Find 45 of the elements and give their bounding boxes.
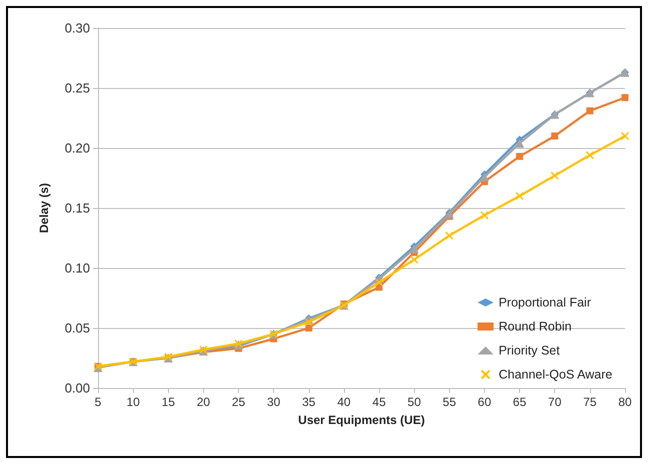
x-tick-label: 80	[618, 395, 632, 409]
point	[551, 132, 558, 140]
x-tick-label: 25	[232, 395, 246, 409]
y-tick-label: 0.20	[64, 140, 90, 156]
legend-label: Round Robin	[498, 320, 572, 334]
y-tick-label: 0.00	[64, 380, 90, 396]
x-tick-label: 70	[548, 395, 562, 409]
x-tick-label: 65	[512, 395, 527, 409]
x-tick-label: 40	[337, 395, 351, 409]
point	[374, 278, 384, 287]
y-tick-label: 0.25	[64, 80, 90, 96]
point	[410, 244, 419, 254]
x-tick-label: 35	[302, 395, 316, 409]
point	[586, 107, 594, 114]
x-tick-label: 30	[266, 395, 281, 409]
x-axis-title: User Equipments (UE)	[298, 413, 425, 427]
x-tick-label: 55	[442, 395, 456, 409]
x-tick-label: 20	[196, 395, 210, 409]
x-tick-label: 15	[162, 395, 176, 409]
y-tick-label: 0.10	[64, 260, 90, 276]
y-axis-title: Delay (s)	[37, 182, 51, 234]
point	[304, 318, 314, 326]
point	[622, 94, 628, 102]
point	[516, 152, 524, 160]
point	[586, 150, 594, 160]
point	[515, 138, 524, 148]
point	[410, 255, 418, 264]
legend-label: Proportional Fair	[498, 296, 591, 310]
legend-label: Channel-QoS Aware	[498, 368, 612, 382]
point	[620, 132, 630, 140]
y-tick-label: 0.15	[64, 200, 90, 216]
x-tick-label: 5	[94, 395, 102, 409]
point	[445, 231, 454, 240]
point	[550, 171, 559, 180]
y-tick-label: 0.30	[64, 20, 90, 36]
x-tick-label: 75	[583, 395, 597, 409]
x-tick-label: 60	[478, 395, 492, 409]
x-tick-label: 50	[408, 395, 422, 409]
x-tick-label: 10	[126, 395, 140, 409]
x-tick-label: 45	[372, 395, 386, 409]
point	[480, 210, 489, 220]
point	[515, 192, 524, 200]
legend-label: Priority Set	[498, 344, 560, 358]
point	[305, 324, 312, 332]
y-tick-label: 0.05	[64, 320, 90, 336]
